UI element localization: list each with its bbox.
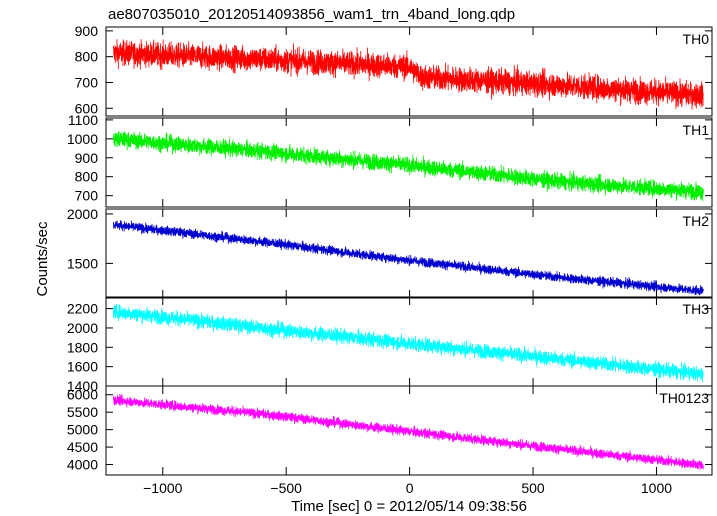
y-tick-label: 900 <box>75 150 99 166</box>
panel-label: TH0123 <box>659 390 709 406</box>
panel-th2: 1500 2000 TH2 <box>67 206 713 299</box>
y-tick-label: 4000 <box>67 457 98 473</box>
y-tick-label: 1500 <box>67 255 98 271</box>
x-axis-title: Time [sec] 0 = 2012/05/14 09:38:56 <box>291 498 527 515</box>
x-axis: −1000 −500 0 500 1000 <box>143 480 672 496</box>
y-tick-label: 1400 <box>67 378 98 394</box>
panel-frame <box>105 26 713 117</box>
y-tick-label: 700 <box>75 188 99 204</box>
y-tick-label: 1000 <box>67 131 98 147</box>
panel-label: TH2 <box>683 213 710 229</box>
y-tick-label: 800 <box>75 49 99 65</box>
chart-title: ae807035010_20120514093856_wam1_trn_4ban… <box>108 6 515 23</box>
y-tick-label: 1100 <box>68 112 98 128</box>
panel-label: TH1 <box>683 122 710 138</box>
y-tick-label: 1800 <box>67 339 98 355</box>
y-tick-label: 900 <box>75 23 99 39</box>
y-tick-label: 600 <box>75 100 99 116</box>
panel-label: TH3 <box>683 301 710 317</box>
panel-frame <box>105 208 713 299</box>
y-tick-label: 2000 <box>67 206 98 222</box>
y-tick-label: 800 <box>75 169 99 185</box>
series-line-th1 <box>113 131 704 202</box>
series-line-th3 <box>113 303 704 383</box>
x-tick-label: −500 <box>270 480 302 496</box>
series-line-th0123 <box>113 394 704 470</box>
panel-frame <box>105 117 713 208</box>
y-tick-label: 700 <box>75 74 99 90</box>
panels: 600 700 800 900 TH0 700 800 900 1000 1100 TH1 1500 2… <box>67 23 713 476</box>
x-tick-label: 1000 <box>641 480 672 496</box>
y-tick-label: 6000 <box>67 387 98 403</box>
series-line-th0 <box>113 39 704 110</box>
panel-th0: 600 700 800 900 TH0 <box>75 23 713 117</box>
panel-frame <box>105 385 713 476</box>
panel-th3: 1400 1600 1800 2000 2200 TH3 <box>67 296 713 394</box>
y-tick-label: 1600 <box>67 359 98 375</box>
panel-label: TH0 <box>683 31 710 47</box>
y-tick-label: 5500 <box>67 404 98 420</box>
y-tick-label: 2000 <box>67 320 98 336</box>
y-tick-label: 4500 <box>67 439 98 455</box>
x-tick-label: −1000 <box>143 480 183 496</box>
y-tick-label: 2200 <box>67 301 98 317</box>
x-tick-label: 0 <box>406 480 414 496</box>
series-line-th2 <box>113 220 704 296</box>
y-tick-label: 5000 <box>67 422 98 438</box>
y-axis-title: Counts/sec <box>34 221 51 297</box>
panel-th1: 700 800 900 1000 1100 TH1 <box>67 112 713 208</box>
x-tick-label: 500 <box>521 480 545 496</box>
